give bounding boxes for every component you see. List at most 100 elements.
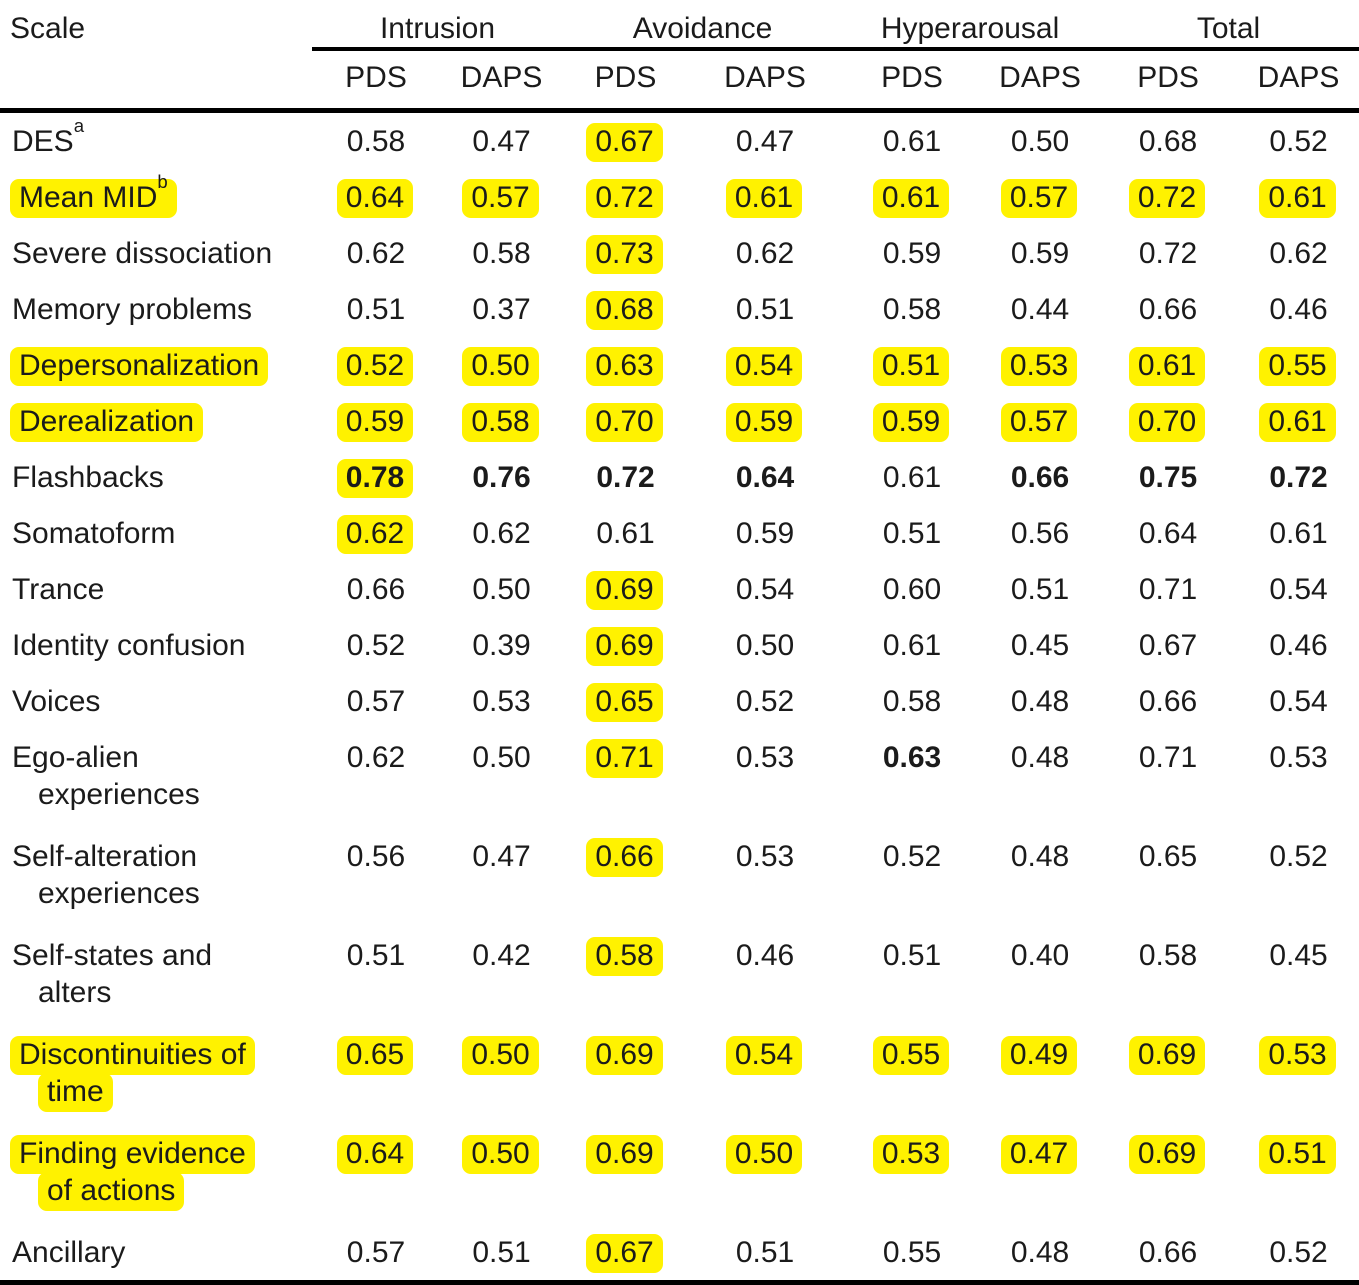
cell-value: 0.53 bbox=[1000, 347, 1078, 386]
row-label: Finding evidence bbox=[10, 1135, 255, 1174]
value-cell: 0.64 bbox=[312, 169, 440, 225]
value-cell: 0.71 bbox=[563, 729, 688, 828]
cell-value: 0.55 bbox=[1259, 347, 1336, 386]
value-cell: 0.65 bbox=[563, 673, 688, 729]
value-cell: 0.61 bbox=[842, 617, 982, 673]
value-cell: 0.61 bbox=[1238, 393, 1359, 449]
cell-value: 0.53 bbox=[1259, 1036, 1336, 1075]
value-cell: 0.48 bbox=[982, 1224, 1099, 1285]
group-header-total: Total bbox=[1098, 0, 1359, 51]
cell-value: 0.72 bbox=[1269, 461, 1328, 494]
table-row: Self-states and alters 0.51 0.42 0.58 0.46 0.5… bbox=[0, 927, 1359, 1026]
value-cell: 0.49 bbox=[982, 1026, 1098, 1125]
cell-value: 0.61 bbox=[882, 629, 942, 662]
row-label-cell: Ancillary bbox=[0, 1224, 312, 1285]
cell-value: 0.55 bbox=[882, 1236, 942, 1269]
value-cell: 0.64 bbox=[1098, 505, 1238, 561]
value-cell: 0.72 bbox=[1238, 449, 1359, 505]
cell-value: 0.48 bbox=[1010, 840, 1070, 873]
subheader-total-pds: PDS bbox=[1098, 49, 1239, 113]
value-cell: 0.52 bbox=[1238, 1224, 1359, 1285]
value-cell: 0.39 bbox=[440, 617, 563, 673]
value-cell: 0.66 bbox=[1098, 673, 1238, 729]
cell-value: 0.53 bbox=[735, 741, 795, 774]
table-row: Self-alteration experiences 0.56 0.47 0.66 0.… bbox=[0, 828, 1359, 927]
cell-value: 0.51 bbox=[346, 293, 406, 326]
row-label-cell: Depersonalization bbox=[0, 337, 312, 393]
cell-value: 0.57 bbox=[1000, 179, 1078, 218]
row-label: time bbox=[38, 1073, 113, 1112]
value-cell: 0.66 bbox=[1098, 1224, 1239, 1285]
value-cell: 0.67 bbox=[563, 111, 688, 170]
value-cell: 0.40 bbox=[982, 927, 1098, 1026]
row-label-cell: DESa bbox=[0, 111, 312, 170]
cell-value: 0.66 bbox=[1138, 685, 1198, 718]
table-row: Ego-alien experiences 0.62 0.50 0.71 0.53 0.63… bbox=[0, 729, 1359, 828]
value-cell: 0.66 bbox=[982, 449, 1098, 505]
value-cell: 0.63 bbox=[842, 729, 982, 828]
cell-value: 0.64 bbox=[1138, 517, 1198, 550]
table-row: Identity confusion 0.52 0.39 0.69 0.50 0.61 0.… bbox=[0, 617, 1359, 673]
cell-value: 0.57 bbox=[462, 179, 539, 218]
group-header-intrusion: Intrusion bbox=[312, 0, 564, 51]
value-cell: 0.50 bbox=[440, 729, 563, 828]
cell-value: 0.52 bbox=[346, 629, 406, 662]
value-cell: 0.75 bbox=[1098, 449, 1238, 505]
cell-value: 0.55 bbox=[872, 1036, 950, 1075]
cell-value: 0.64 bbox=[336, 1135, 414, 1174]
cell-value: 0.65 bbox=[586, 683, 663, 722]
cell-value: 0.59 bbox=[725, 403, 803, 442]
cell-value: 0.78 bbox=[336, 459, 414, 498]
value-cell: 0.58 bbox=[440, 393, 563, 449]
row-label: DESa bbox=[12, 114, 85, 158]
table-row: Finding evidence of actions 0.64 0.50 0.69 0.… bbox=[0, 1125, 1359, 1224]
value-cell: 0.61 bbox=[842, 111, 982, 170]
subheader-row: PDS DAPS PDS DAPS PDS DAPS PDS DAPS bbox=[0, 49, 1359, 113]
cell-value: 0.67 bbox=[1138, 629, 1198, 662]
cell-value: 0.58 bbox=[1138, 939, 1198, 972]
row-label: experiences bbox=[38, 778, 200, 811]
row-label-cell: Memory problems bbox=[0, 281, 312, 337]
table-row: Severe dissociation 0.62 0.58 0.73 0.62 0.59 0… bbox=[0, 225, 1359, 281]
cell-value: 0.59 bbox=[336, 403, 414, 442]
row-label-cell: Trance bbox=[0, 561, 312, 617]
row-label: Somatoform bbox=[12, 517, 176, 550]
value-cell: 0.48 bbox=[982, 673, 1098, 729]
cell-value: 0.51 bbox=[882, 517, 942, 550]
value-cell: 0.51 bbox=[1238, 1125, 1359, 1224]
row-label: Ego-alien bbox=[12, 741, 139, 774]
cell-value: 0.66 bbox=[1010, 461, 1070, 494]
value-cell: 0.50 bbox=[440, 561, 563, 617]
value-cell: 0.55 bbox=[842, 1224, 983, 1285]
cell-value: 0.52 bbox=[336, 347, 414, 386]
cell-value: 0.54 bbox=[1269, 573, 1328, 606]
cell-value: 0.69 bbox=[586, 1036, 663, 1075]
value-cell: 0.68 bbox=[563, 281, 688, 337]
value-cell: 0.71 bbox=[1098, 561, 1238, 617]
cell-value: 0.51 bbox=[872, 347, 950, 386]
value-cell: 0.61 bbox=[1098, 337, 1238, 393]
cell-value: 0.66 bbox=[1138, 1236, 1198, 1269]
value-cell: 0.44 bbox=[982, 281, 1098, 337]
cell-value: 0.57 bbox=[346, 1236, 406, 1269]
table-row: Derealization 0.59 0.58 0.70 0.59 0.59 0.57 0.7… bbox=[0, 393, 1359, 449]
cell-value: 0.50 bbox=[472, 573, 531, 606]
row-label: Ancillary bbox=[12, 1236, 126, 1269]
cell-value: 0.69 bbox=[586, 571, 663, 610]
cell-value: 0.61 bbox=[1128, 347, 1206, 386]
value-cell: 0.51 bbox=[842, 505, 982, 561]
value-cell: 0.51 bbox=[688, 1224, 843, 1285]
cell-value: 0.56 bbox=[346, 840, 406, 873]
cell-value: 0.52 bbox=[1269, 1236, 1328, 1269]
cell-value: 0.64 bbox=[735, 461, 795, 494]
value-cell: 0.42 bbox=[440, 927, 563, 1026]
table-row: Somatoform 0.62 0.62 0.61 0.59 0.51 0.56 0.64 0.… bbox=[0, 505, 1359, 561]
value-cell: 0.57 bbox=[312, 1224, 440, 1285]
value-cell: 0.57 bbox=[440, 169, 563, 225]
value-cell: 0.50 bbox=[688, 1125, 842, 1224]
table-row: Flashbacks 0.78 0.76 0.72 0.64 0.61 0.66 0.75 0.… bbox=[0, 449, 1359, 505]
value-cell: 0.66 bbox=[1098, 281, 1238, 337]
cell-value: 0.37 bbox=[472, 293, 531, 326]
value-cell: 0.47 bbox=[440, 111, 563, 170]
